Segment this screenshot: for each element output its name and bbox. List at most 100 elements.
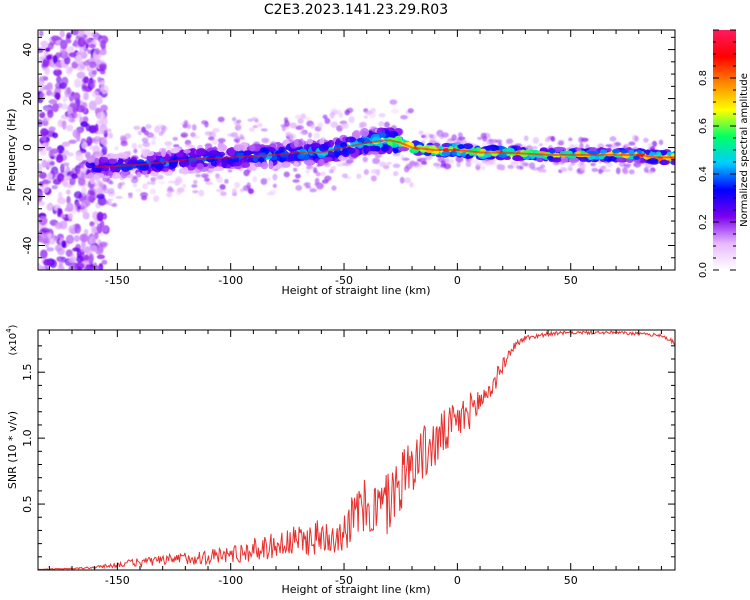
spectrogram-haze-cell xyxy=(252,125,258,129)
spectrogram-noise-blob xyxy=(81,240,86,250)
spectrogram-haze-cell xyxy=(186,123,192,130)
spectrogram-haze-cell xyxy=(183,120,189,125)
spectrogram-noise-blob xyxy=(57,173,65,182)
spectrogram-haze-cell xyxy=(615,167,621,175)
spectrogram-noise-blob xyxy=(83,229,89,235)
spectrogram-ridge-cell xyxy=(323,156,333,162)
spectrogram-noise-blob xyxy=(92,32,101,41)
spectrogram-ridge-cell xyxy=(633,155,640,160)
spectrogram-haze-cell xyxy=(605,161,613,168)
snr-marks xyxy=(38,330,675,570)
spectrogram-haze-cell xyxy=(143,131,150,136)
spectrogram-y-tick-label: -20 xyxy=(21,188,34,206)
spectrogram-noise-blob xyxy=(97,76,102,83)
snr-panel: -150 -100 -50 0 50 0.5 1.0 1.5 Height of straig… xyxy=(5,324,676,596)
spectrogram-noise-blob xyxy=(60,213,66,219)
colorbar-ticks: 0.0 0.2 0.4 0.6 0.8 xyxy=(698,29,736,278)
spectrogram-ridge-cell xyxy=(588,150,597,155)
spectrogram-haze-cell xyxy=(313,132,320,139)
spectrogram-haze-cell xyxy=(296,125,304,131)
spectrogram-haze-cell xyxy=(577,161,586,168)
spectrogram-haze-cell xyxy=(260,178,268,185)
spectrogram-x-tick-label: -50 xyxy=(335,274,353,287)
spectrogram-haze-cell xyxy=(146,181,151,185)
spectrogram-haze-cell xyxy=(567,167,574,172)
spectrogram-ridge-cell xyxy=(100,156,109,163)
spectrogram-noise-blob xyxy=(88,100,97,111)
spectrogram-haze-cell xyxy=(299,131,307,135)
spectrogram-noise-blob xyxy=(64,87,73,98)
spectrogram-noise-blob xyxy=(45,203,54,212)
spectrogram-ridge-cell xyxy=(397,146,409,151)
spectrogram-noise-blob xyxy=(70,253,76,262)
spectrogram-haze-cell xyxy=(120,140,128,147)
spectrogram-haze-cell xyxy=(520,161,528,166)
spectrogram-ridge-cell xyxy=(359,127,370,137)
snr-x-tick-label: -100 xyxy=(218,574,243,587)
spectrogram-haze-cell xyxy=(550,136,556,142)
spectrogram-haze-cell xyxy=(516,165,522,170)
spectrogram-haze-cell xyxy=(220,191,227,197)
spectrogram-ridge-cell xyxy=(438,145,444,150)
spectrogram-haze-cell xyxy=(412,161,420,169)
snr-xlabel: Height of straight line (km) xyxy=(281,583,430,596)
spectrogram-ridge-cell xyxy=(288,152,294,162)
spectrogram-haze-cell xyxy=(198,189,205,197)
spectrogram-haze-cell xyxy=(150,140,156,146)
spectrogram-haze-cell xyxy=(433,162,441,167)
spectrogram-haze-cell xyxy=(239,133,244,140)
spectrogram-haze-cell xyxy=(523,135,529,142)
spectrogram-ridge-cell xyxy=(195,148,207,157)
spectrogram-noise-blob xyxy=(91,90,99,98)
spectrogram-haze-cell xyxy=(145,123,152,130)
spectrogram-noise-blob xyxy=(61,120,67,130)
spectrogram-haze-cell xyxy=(651,140,658,148)
snr-scale-label: (x104) xyxy=(5,324,19,355)
spectrogram-haze-cell xyxy=(108,187,115,195)
spectrogram-haze-cell xyxy=(328,169,334,174)
spectrogram-noise-blob xyxy=(83,91,89,101)
spectrogram-haze-cell xyxy=(305,165,312,170)
spectrogram-haze-cell xyxy=(252,175,258,183)
spectrogram-haze-cell xyxy=(182,123,188,129)
spectrogram-ridge-cell xyxy=(257,157,265,163)
spectrogram-ridge-cell xyxy=(559,157,569,163)
spectrogram-noise-blob xyxy=(65,249,73,257)
spectrogram-panel: -150 -100 -50 0 50 -40 -20 0 20 40 Height of stra… xyxy=(5,29,676,297)
spectrogram-haze-cell xyxy=(386,161,392,165)
spectrogram-haze-cell xyxy=(173,144,180,148)
spectrogram-haze-cell xyxy=(465,160,472,168)
spectrogram-haze-cell xyxy=(133,125,141,130)
spectrogram-haze-cell xyxy=(272,183,277,189)
spectrogram-haze-cell xyxy=(309,188,317,193)
spectrogram-haze-cell xyxy=(176,190,182,196)
snr-scale-prefix: (x10 xyxy=(8,333,19,356)
spectrogram-noise-blob xyxy=(69,102,78,108)
spectrogram-haze-cell xyxy=(156,174,164,180)
spectrogram-haze-cell xyxy=(633,161,641,168)
spectrogram-haze-cell xyxy=(135,188,143,193)
spectrogram-noise-blob xyxy=(45,146,53,152)
spectrogram-noise-blob xyxy=(81,141,88,149)
spectrogram-ridge-cell xyxy=(111,172,121,179)
spectrogram-haze-cell xyxy=(167,180,175,184)
spectrogram-ridge-cell xyxy=(145,150,155,157)
spectrogram-noise-blob xyxy=(72,92,80,101)
spectrogram-haze-cell xyxy=(371,169,379,175)
spectrogram-noise-blob xyxy=(78,128,83,133)
spectrogram-xlabel: Height of straight line (km) xyxy=(281,284,430,297)
spectrogram-haze-cell xyxy=(345,158,354,164)
spectrogram-haze-cell xyxy=(356,173,362,179)
spectrogram-haze-cell xyxy=(312,167,318,174)
spectrogram-noise-blob xyxy=(57,247,65,256)
spectrogram-noise-blob xyxy=(98,241,108,248)
spectrogram-haze-cell xyxy=(579,142,584,149)
spectrogram-ridge-cell xyxy=(648,151,657,156)
spectrogram-haze-cell xyxy=(141,126,146,133)
spectrogram-ridge-cell xyxy=(117,158,124,164)
spectrogram-haze-cell xyxy=(201,173,209,179)
spectrogram-haze-cell xyxy=(150,180,156,185)
spectrogram-noise-blob xyxy=(43,258,52,267)
spectrogram-ridge-cell xyxy=(88,172,94,178)
spectrogram-haze-cell xyxy=(324,117,331,125)
